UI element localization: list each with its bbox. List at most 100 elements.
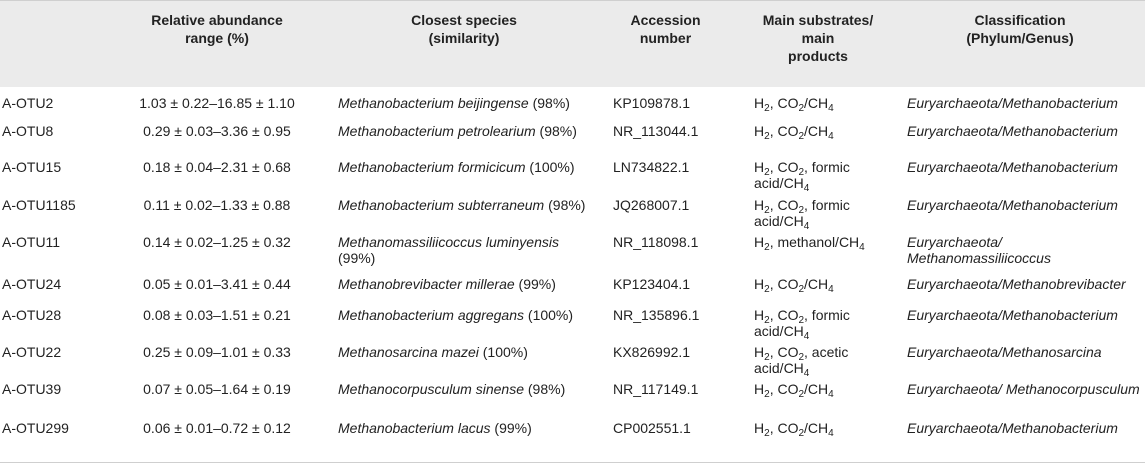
species-name: Methanobacterium aggregans (338, 307, 525, 323)
species-name: Methanobacterium beijingense (338, 95, 529, 111)
classification-cell: Euryarchaeota/Methanobacterium (907, 307, 1118, 323)
table-row: A-OTU15 0.18 ± 0.04–2.31 ± 0.68 Methanobac… (0, 150, 1145, 194)
table-row: A-OTU2 1.03 ± 0.22–16.85 ± 1.10 Methanobac… (0, 86, 1145, 114)
species-name: Methanomassiliicoccus luminyensis (338, 234, 559, 250)
header-line: Relative abundance (151, 12, 283, 28)
substrates-cell: H2, CO2, formic acid/CH4 (754, 159, 850, 194)
classification-cell: Euryarchaeota/Methanobacterium (907, 123, 1118, 139)
abundance-range-cell: 0.08 ± 0.03–1.51 ± 0.21 (143, 307, 291, 323)
header-accession: Accession number (608, 11, 723, 47)
header-line: Classification (974, 12, 1066, 28)
abundance-range-cell: 0.18 ± 0.04–2.31 ± 0.68 (143, 159, 291, 175)
table-row: A-OTU39 0.07 ± 0.05–1.64 ± 0.19 Methanocor… (0, 372, 1145, 411)
table-row: A-OTU24 0.05 ± 0.01–3.41 ± 0.44 Methanobre… (0, 267, 1145, 298)
substrates-cell: H2, CO2, formic acid/CH4 (754, 197, 850, 232)
classification-cell: Euryarchaeota/Methanosarcina (907, 344, 1102, 360)
otu-cell: A-OTU22 (2, 344, 62, 360)
abundance-range-cell: 0.25 ± 0.09–1.01 ± 0.33 (143, 344, 291, 360)
species-cell: Methanobacterium aggregans (100%) (338, 307, 590, 323)
header-line: main (801, 30, 835, 46)
species-cell: Methanosarcina mazei (100%) (338, 344, 590, 360)
species-cell: Methanobacterium lacus (99%) (338, 420, 590, 436)
substrates-cell: H2, CO2/CH4 (754, 420, 834, 439)
similarity-value: (98%) (532, 95, 570, 111)
otu-cell: A-OTU299 (2, 420, 69, 436)
accession-cell: NR_118098.1 (613, 234, 699, 250)
species-name: Methanobacterium subterraneum (338, 197, 545, 213)
classification-cell: Euryarchaeota/Methanobacterium (907, 95, 1118, 111)
abundance-range-cell: 0.05 ± 0.01–3.41 ± 0.44 (143, 276, 291, 292)
substrates-cell: H2, methanol/CH4 (754, 234, 865, 253)
otu-cell: A-OTU15 (2, 159, 62, 175)
header-line: Main substrates/ (762, 12, 874, 28)
substrates-cell: H2, CO2/CH4 (754, 123, 834, 142)
species-cell: Methanocorpusculum sinense (98%) (338, 381, 590, 397)
similarity-value: (98%) (548, 197, 586, 213)
otu-cell: A-OTU24 (2, 276, 62, 292)
abundance-range-cell: 0.07 ± 0.05–1.64 ± 0.19 (143, 381, 291, 397)
similarity-value: (100%) (527, 307, 574, 323)
species-name: Methanobacterium petrolearium (338, 123, 536, 139)
abundance-range-cell: 1.03 ± 0.22–16.85 ± 1.10 (139, 95, 295, 111)
species-cell: Methanobacterium subterraneum (98%) (338, 197, 590, 213)
table-row: A-OTU28 0.08 ± 0.03–1.51 ± 0.21 Methanobac… (0, 298, 1145, 342)
table-row: A-OTU11 0.14 ± 0.02–1.25 ± 0.32 Methanomas… (0, 225, 1145, 267)
header-line: products (788, 48, 848, 64)
header-closest-species: Closest species (similarity) (338, 11, 590, 47)
species-name: Methanosarcina mazei (338, 344, 479, 360)
species-cell: Methanobacterium petrolearium (98%) (338, 123, 590, 139)
species-name: Methanobacterium formicicum (338, 159, 526, 175)
accession-cell: LN734822.1 (613, 159, 690, 175)
header-line: (similarity) (428, 30, 500, 46)
otu-cell: A-OTU1185 (2, 197, 76, 213)
species-cell: Methanobacterium beijingense (98%) (338, 95, 590, 111)
header-line: (Phylum/Genus) (966, 30, 1074, 46)
abundance-range-cell: 0.29 ± 0.03–3.36 ± 0.95 (143, 123, 291, 139)
table-row: A-OTU8 0.29 ± 0.03–3.36 ± 0.95 Methanobact… (0, 114, 1145, 150)
accession-cell: NR_135896.1 (613, 307, 700, 323)
similarity-value: (100%) (529, 159, 575, 175)
species-name: Methanobacterium lacus (338, 420, 491, 436)
substrates-cell: H2, CO2, formic acid/CH4 (754, 307, 850, 342)
header-line: Closest species (411, 12, 517, 28)
header-line: range (%) (185, 30, 249, 46)
accession-cell: KP123404.1 (613, 276, 691, 292)
otu-cell: A-OTU28 (2, 307, 62, 323)
header-abundance-range: Relative abundance range (%) (122, 11, 312, 47)
species-cell: Methanobrevibacter millerae (99%) (338, 276, 590, 292)
classification-cell: Euryarchaeota/Methanobacterium (907, 420, 1118, 436)
similarity-value: (99%) (338, 250, 376, 266)
header-line: Accession (630, 12, 701, 28)
accession-cell: KX826992.1 (613, 344, 691, 360)
otu-cell: A-OTU39 (2, 381, 62, 397)
classification-cell: Euryarchaeota/ Methanomassiliicoccus (907, 234, 1051, 266)
header-line: number (639, 30, 692, 46)
table-row: A-OTU1185 0.11 ± 0.02–1.33 ± 0.88 Methanob… (0, 188, 1145, 232)
substrates-cell: H2, CO2/CH4 (754, 95, 834, 114)
similarity-value: (98%) (539, 123, 577, 139)
table-bottom-rule (0, 462, 1145, 463)
otu-cell: A-OTU2 (2, 95, 54, 111)
table-row: A-OTU299 0.06 ± 0.01–0.72 ± 0.12 Methanoba… (0, 411, 1145, 462)
accession-cell: NR_117149.1 (613, 381, 699, 397)
abundance-range-cell: 0.11 ± 0.02–1.33 ± 0.88 (143, 197, 291, 213)
abundance-range-cell: 0.06 ± 0.01–0.72 ± 0.12 (143, 420, 291, 436)
classification-cell: Euryarchaeota/Methanobacterium (907, 159, 1118, 175)
accession-cell: JQ268007.1 (613, 197, 690, 213)
accession-cell: CP002551.1 (613, 420, 691, 436)
similarity-value: (99%) (494, 420, 532, 436)
abundance-range-cell: 0.14 ± 0.02–1.25 ± 0.32 (143, 234, 291, 250)
species-name: Methanobrevibacter millerae (338, 276, 515, 292)
classification-cell: Euryarchaeota/Methanobacterium (907, 197, 1118, 213)
species-name: Methanocorpusculum sinense (338, 381, 524, 397)
otu-cell: A-OTU11 (2, 234, 61, 250)
table-header: Relative abundance range (%) Closest spe… (0, 0, 1145, 87)
classification-cell: Euryarchaeota/Methanobrevibacter (907, 276, 1126, 292)
substrates-cell: H2, CO2/CH4 (754, 276, 834, 295)
substrates-cell: H2, CO2, acetic acid/CH4 (754, 344, 849, 379)
species-cell: Methanobacterium formicicum (100%) (338, 159, 590, 175)
table-row: A-OTU22 0.25 ± 0.09–1.01 ± 0.33 Methanosar… (0, 335, 1145, 379)
substrates-cell: H2, CO2/CH4 (754, 381, 834, 400)
similarity-value: (100%) (482, 344, 528, 360)
header-classification: Classification (Phylum/Genus) (935, 11, 1105, 47)
